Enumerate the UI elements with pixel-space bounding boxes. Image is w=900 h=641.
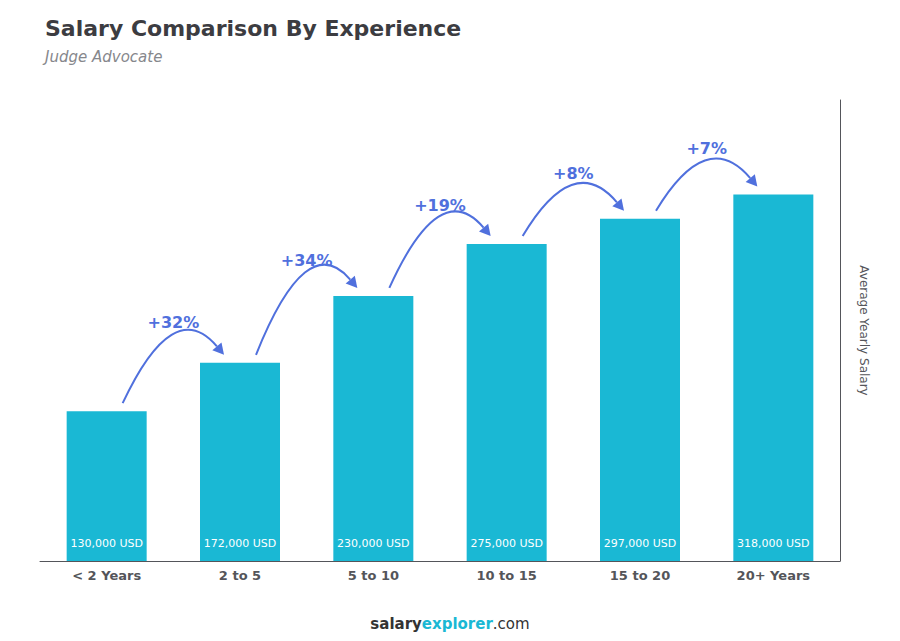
- svg-text:172,000 USD: 172,000 USD: [204, 537, 277, 550]
- svg-text:318,000 USD: 318,000 USD: [737, 537, 810, 550]
- svg-text:275,000 USD: 275,000 USD: [470, 537, 543, 550]
- svg-text:+34%: +34%: [281, 251, 333, 270]
- svg-text:15 to 20: 15 to 20: [610, 568, 670, 583]
- svg-text:Salary Comparison By Experienc: Salary Comparison By Experience: [45, 16, 461, 41]
- svg-text:+19%: +19%: [414, 196, 466, 215]
- svg-text:2 to 5: 2 to 5: [219, 568, 261, 583]
- svg-text:salary: salary: [370, 615, 422, 633]
- svg-text:230,000 USD: 230,000 USD: [337, 537, 410, 550]
- svg-text:10 to 15: 10 to 15: [476, 568, 536, 583]
- svg-text:+7%: +7%: [686, 139, 727, 158]
- svg-text:Average Yearly Salary: Average Yearly Salary: [857, 265, 871, 395]
- svg-text:Judge Advocate: Judge Advocate: [42, 48, 162, 66]
- svg-text:+8%: +8%: [553, 164, 594, 183]
- svg-text:explorer: explorer: [422, 615, 494, 633]
- svg-text:+32%: +32%: [147, 313, 199, 332]
- svg-text:5 to 10: 5 to 10: [348, 568, 399, 583]
- svg-text:< 2 Years: < 2 Years: [72, 568, 141, 583]
- svg-text:20+ Years: 20+ Years: [737, 568, 811, 583]
- svg-text:130,000 USD: 130,000 USD: [70, 537, 143, 550]
- svg-text:297,000 USD: 297,000 USD: [604, 537, 677, 550]
- svg-text:.com: .com: [493, 615, 530, 633]
